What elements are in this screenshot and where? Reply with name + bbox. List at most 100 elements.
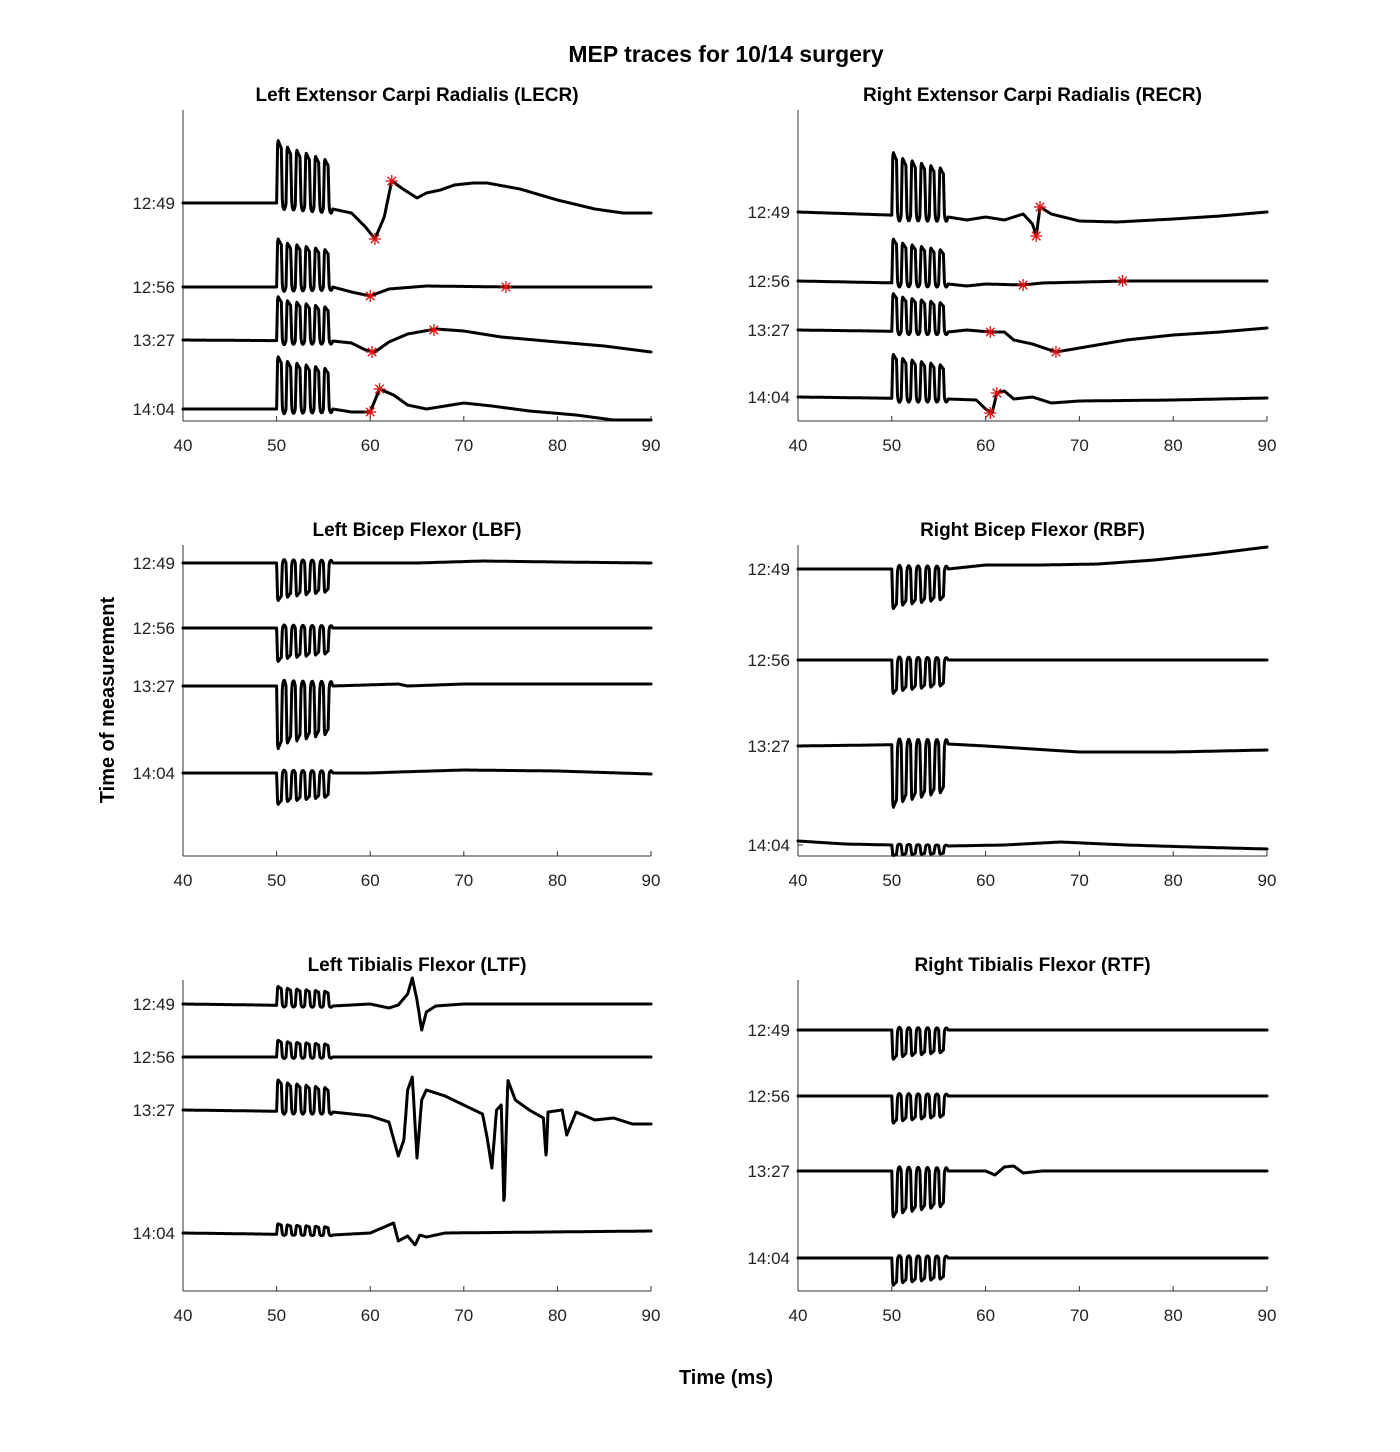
trace-1249 [181,558,653,602]
panel-1: Left Extensor Carpi Radialis (LECR) 40 50 6… [132,85,660,455]
panel-title: Right Tibialis Flexor (RTF) [914,955,1150,976]
trace-1327 [796,737,1269,809]
trace-1256 [181,237,653,298]
x-tick-label: 50 [267,1306,286,1325]
x-tick-label: 40 [174,1306,193,1325]
trace-1256 [796,655,1269,695]
trace-1249 [796,1025,1269,1061]
y-tick-label: 14:04 [132,1224,175,1243]
x-tick-label: 50 [882,1306,901,1325]
panel-2: Right Extensor Carpi Radialis (RECR) 40 50… [747,85,1276,455]
trace-1327 [181,295,653,354]
trace-1404 [181,1221,653,1247]
x-tick-label: 90 [1258,1306,1277,1325]
y-tick-label: 12:56 [132,278,175,297]
x-tick-label: 80 [548,436,567,455]
x-axis-label: Time (ms) [679,1367,773,1389]
x-tick-label: 90 [642,871,661,890]
panel-title: Left Bicep Flexor (LBF) [312,520,521,541]
panel-title: Right Bicep Flexor (RBF) [920,520,1145,541]
panels-container: Left Extensor Carpi Radialis (LECR) 40 50 6… [132,85,1276,1325]
trace-1327 [796,292,1269,354]
x-tick-label: 40 [789,436,808,455]
x-tick-label: 90 [642,436,661,455]
x-tick-label: 90 [642,1306,661,1325]
asterisk-marker [499,281,512,293]
asterisk-marker [1049,346,1062,358]
trace-1327 [181,678,653,751]
y-tick-label: 12:49 [747,560,790,579]
y-tick-label: 12:56 [132,619,175,638]
asterisk-marker [1116,275,1129,287]
trace-1404 [796,353,1269,415]
panel-3: Left Bicep Flexor (LBF) 40 50 60 70 80 90 12:49… [132,520,660,890]
panel-6: Right Tibialis Flexor (RTF) 40 50 60 70 80 90 1… [747,955,1276,1325]
trace-1249 [181,976,653,1032]
asterisk-marker [364,406,377,418]
y-tick-label: 12:56 [747,1087,790,1106]
trace-1256 [181,623,653,663]
panel-title: Left Tibialis Flexor (LTF) [308,955,527,976]
asterisk-marker [1017,279,1030,291]
y-tick-label: 14:04 [747,1249,790,1268]
y-tick-label: 13:27 [132,1101,175,1120]
y-tick-label: 12:49 [132,995,175,1014]
panel-5: Left Tibialis Flexor (LTF) 40 50 60 70 80 90 12… [132,955,660,1325]
x-tick-label: 80 [1164,436,1183,455]
asterisk-marker [984,326,997,338]
asterisk-marker [1030,230,1043,242]
panel-title: Right Extensor Carpi Radialis (RECR) [863,85,1202,106]
y-tick-label: 12:49 [132,554,175,573]
trace-1256 [796,1092,1269,1125]
x-tick-label: 60 [361,1306,380,1325]
y-tick-label: 13:27 [747,321,790,340]
y-tick-label: 13:27 [132,331,175,350]
asterisk-marker [373,383,386,395]
x-tick-label: 70 [454,871,473,890]
x-tick-label: 70 [1070,871,1089,890]
y-tick-label: 14:04 [747,388,790,407]
x-tick-label: 80 [548,1306,567,1325]
x-tick-label: 80 [548,871,567,890]
asterisk-marker [366,346,379,358]
x-tick-label: 60 [361,436,380,455]
trace-1256 [796,237,1269,289]
x-tick-label: 40 [789,1306,808,1325]
x-tick-label: 70 [454,1306,473,1325]
x-tick-label: 80 [1164,1306,1183,1325]
trace-1404 [181,768,653,806]
trace-1327 [796,1164,1269,1219]
y-tick-label: 14:04 [132,764,175,783]
trace-1327 [181,1075,653,1202]
x-tick-label: 50 [267,436,286,455]
trace-1404 [181,355,653,422]
x-tick-label: 40 [174,436,193,455]
x-tick-label: 90 [1258,436,1277,455]
asterisk-marker [990,387,1003,399]
x-tick-label: 40 [174,871,193,890]
asterisk-marker [368,233,381,245]
x-tick-label: 60 [976,1306,995,1325]
x-tick-label: 50 [267,871,286,890]
x-tick-label: 80 [1164,871,1183,890]
x-tick-label: 90 [1258,871,1277,890]
x-tick-label: 50 [882,871,901,890]
y-tick-label: 12:56 [747,651,790,670]
y-tick-label: 14:04 [747,836,790,855]
y-tick-label: 13:27 [747,1162,790,1181]
asterisk-marker [385,175,398,187]
x-tick-label: 60 [976,871,995,890]
y-tick-label: 12:49 [747,203,790,222]
trace-1404 [796,839,1269,857]
figure-title: MEP traces for 10/14 surgery [568,41,884,67]
x-tick-label: 70 [1070,1306,1089,1325]
trace-1249 [181,139,653,241]
y-tick-label: 13:27 [132,677,175,696]
panel-4: Right Bicep Flexor (RBF) 40 50 60 70 80 90 12:4… [747,520,1276,890]
x-tick-label: 70 [1070,436,1089,455]
y-tick-label: 12:49 [747,1021,790,1040]
trace-1256 [181,1038,653,1060]
x-tick-label: 40 [789,871,808,890]
y-tick-label: 12:49 [132,194,175,213]
